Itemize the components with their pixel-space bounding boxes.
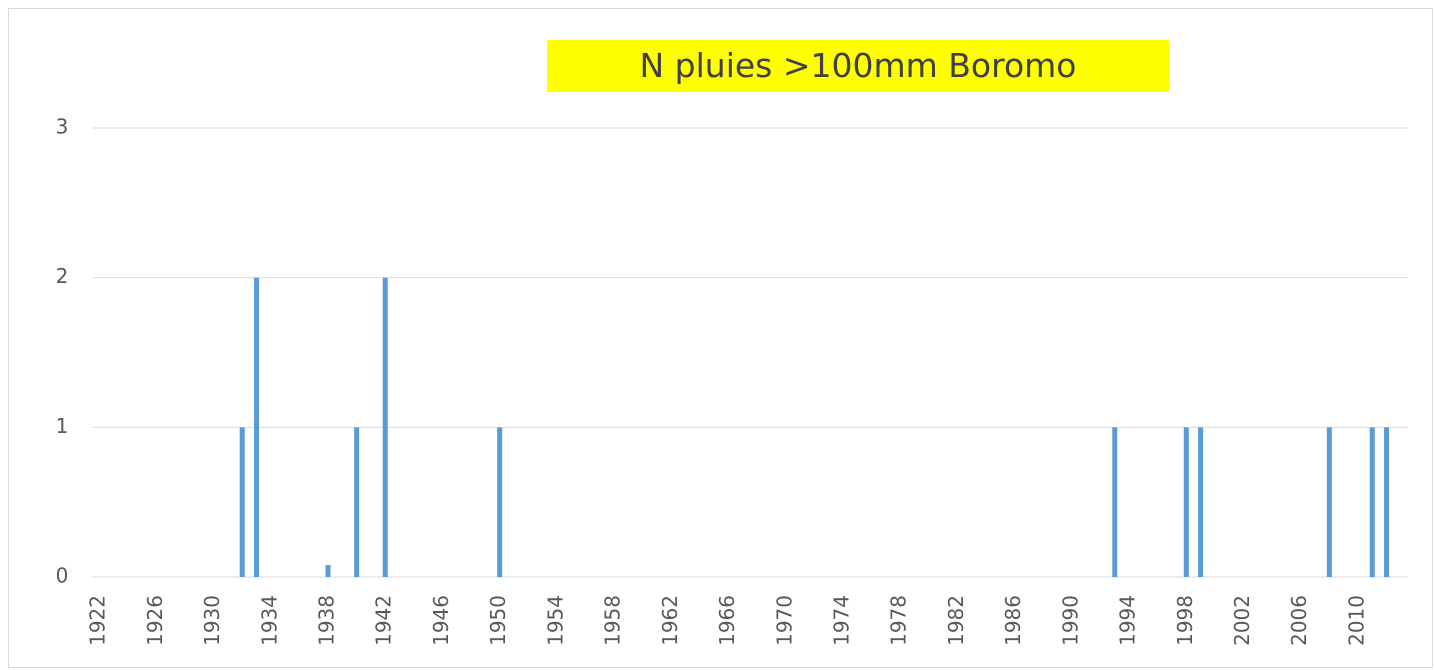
x-tick-label: 1994 (1116, 595, 1140, 646)
x-tick-label: 1958 (601, 595, 625, 646)
y-tick-label: 0 (56, 564, 69, 588)
chart-frame (8, 8, 1433, 668)
x-tick-label: 1974 (829, 595, 853, 646)
bar (497, 427, 503, 577)
y-tick-label: 1 (56, 414, 69, 438)
x-tick-label: 1942 (372, 595, 396, 646)
bar (1198, 427, 1204, 577)
x-tick-label: 1978 (887, 595, 911, 646)
y-tick-label: 3 (56, 115, 69, 139)
chart-title: N pluies >100mm Boromo (547, 40, 1169, 92)
x-tick-label: 1950 (486, 595, 510, 646)
bar (1326, 427, 1332, 577)
x-tick-label: 1970 (772, 595, 796, 646)
x-tick-label: 1998 (1173, 595, 1197, 646)
x-tick-label: 1962 (658, 595, 682, 646)
x-tick-label: 1926 (143, 595, 167, 646)
x-tick-label: 1946 (429, 595, 453, 646)
x-tick-label: 1990 (1058, 595, 1082, 646)
x-tick-label: 1954 (543, 595, 567, 646)
x-tick-label: 2010 (1344, 595, 1368, 646)
bar (1369, 427, 1375, 577)
bar (254, 277, 259, 577)
x-tick-label: 1930 (200, 595, 224, 646)
x-tick-label: 1966 (715, 595, 739, 646)
bar (1112, 427, 1118, 577)
x-tick-label: 2002 (1230, 595, 1254, 646)
x-tick-label: 1938 (315, 595, 339, 646)
bar (382, 277, 388, 577)
bar (325, 565, 331, 577)
x-tick-label: 1982 (944, 595, 968, 646)
x-tick-label: 1986 (1001, 595, 1025, 646)
x-tick-label: 1922 (86, 595, 110, 646)
bar (1183, 427, 1189, 577)
x-tick-label: 1934 (257, 595, 281, 646)
y-tick-label: 2 (56, 264, 69, 288)
x-tick-label: 2006 (1287, 595, 1311, 646)
bar (354, 427, 360, 577)
bar (239, 427, 245, 577)
bar (1384, 427, 1390, 577)
